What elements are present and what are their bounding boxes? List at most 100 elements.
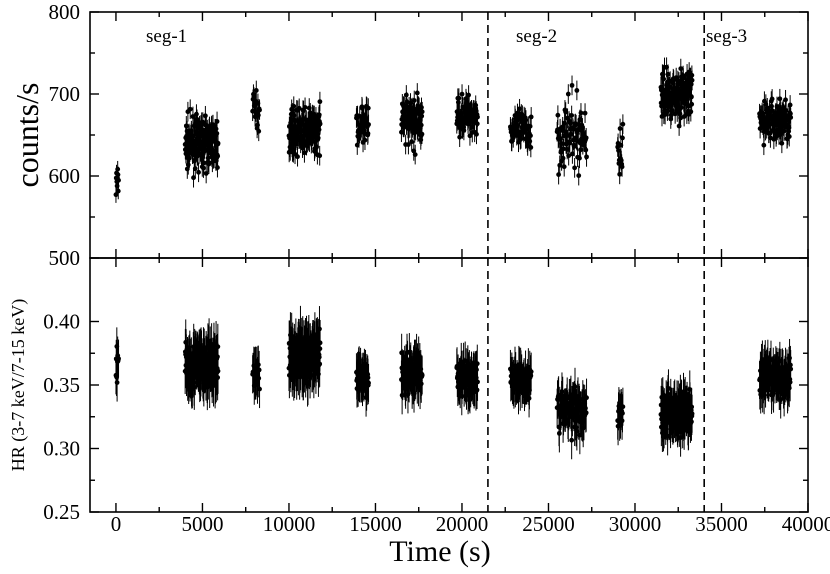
data-point	[576, 173, 582, 178]
data-point	[561, 146, 566, 152]
data-point	[688, 81, 694, 87]
data-point	[761, 142, 767, 148]
data-point	[114, 380, 120, 385]
data-point	[678, 66, 684, 71]
x-tick-label: 0	[111, 512, 122, 536]
top-y-tick-label: 500	[49, 246, 81, 270]
data-point	[556, 172, 562, 178]
data-point	[617, 171, 623, 177]
x-tick-label: 10000	[263, 512, 316, 536]
data-point	[528, 369, 534, 375]
data-point	[362, 137, 368, 143]
data-point	[366, 380, 371, 386]
data-point	[788, 115, 794, 120]
data-point	[661, 76, 667, 82]
data-point	[201, 160, 207, 166]
data-point	[565, 91, 571, 97]
data-point	[583, 135, 589, 141]
data-point	[317, 153, 323, 159]
data-point	[527, 138, 533, 144]
data-point	[688, 109, 694, 115]
x-axis-title: Time (s)	[389, 535, 490, 568]
segment-label-3: seg-3	[706, 26, 747, 47]
data-point	[317, 340, 323, 346]
data-point	[617, 126, 623, 131]
data-point	[185, 162, 191, 168]
segment-label-1: seg-1	[146, 26, 187, 47]
data-point	[419, 131, 425, 137]
bottom-panel-hardness-ratio: 0 5000 10000 15000 20000 25000 30000 35000 40000…	[43, 257, 830, 536]
data-point	[317, 99, 323, 105]
data-point	[315, 135, 321, 141]
data-point	[456, 95, 462, 101]
top-y-tick-label: 800	[49, 0, 81, 24]
data-point	[213, 126, 219, 132]
data-point	[518, 136, 524, 142]
data-point	[582, 110, 588, 116]
data-point	[455, 99, 461, 105]
data-point	[689, 101, 695, 107]
data-point	[556, 430, 562, 436]
data-point	[317, 121, 323, 127]
data-point	[419, 372, 425, 378]
data-point	[769, 96, 775, 102]
data-point	[620, 404, 626, 410]
data-point	[783, 97, 788, 103]
data-point	[116, 177, 121, 183]
top-y-tick-label: 600	[49, 164, 81, 188]
data-point	[563, 109, 569, 115]
data-point	[459, 91, 465, 97]
data-point	[419, 109, 425, 115]
data-point	[689, 411, 695, 417]
data-point	[665, 71, 671, 77]
data-point	[577, 155, 582, 161]
top-y-axis-title: counts/s	[9, 83, 45, 188]
data-point	[779, 140, 785, 146]
top-y-tick-label: 700	[49, 82, 81, 106]
data-point	[474, 387, 480, 393]
data-point	[192, 166, 198, 171]
data-point	[191, 175, 196, 181]
data-point	[414, 90, 420, 96]
data-point	[528, 114, 534, 120]
data-point	[115, 188, 121, 194]
data-point	[194, 111, 199, 117]
top-panel-count-rate: 500 600 700 800	[49, 0, 809, 270]
data-point	[253, 88, 259, 93]
data-point	[475, 379, 480, 385]
data-point	[475, 114, 480, 120]
x-tick-label: 5000	[181, 512, 223, 536]
data-point	[781, 128, 787, 134]
x-tick-label: 30000	[609, 512, 662, 536]
data-point	[295, 154, 300, 160]
data-point	[296, 105, 302, 111]
data-point	[620, 135, 625, 141]
data-point	[570, 126, 576, 132]
data-point	[561, 164, 567, 170]
data-point	[689, 77, 695, 83]
data-point	[302, 150, 307, 156]
data-point	[214, 119, 220, 124]
data-point	[215, 140, 221, 146]
data-point	[680, 75, 686, 81]
bottom-y-tick-label: 0.25	[43, 500, 80, 524]
data-point	[257, 386, 262, 392]
x-tick-label: 35000	[695, 512, 748, 536]
data-point	[572, 384, 578, 390]
data-point	[474, 131, 479, 137]
x-tick-label: 40000	[782, 512, 830, 536]
x-tick-label: 25000	[522, 512, 575, 536]
bottom-y-axis-title: HR (3-7 keV/7-15 keV)	[8, 299, 29, 471]
data-point	[583, 147, 589, 153]
data-point	[569, 437, 575, 443]
data-point	[409, 139, 415, 145]
data-point	[528, 133, 533, 139]
x-tick-label: 15000	[349, 512, 402, 536]
x-tick-label: 20000	[436, 512, 489, 536]
data-point	[215, 368, 221, 374]
data-point	[115, 172, 121, 178]
data-point	[399, 392, 405, 398]
data-point	[777, 96, 783, 102]
data-point	[365, 105, 371, 111]
